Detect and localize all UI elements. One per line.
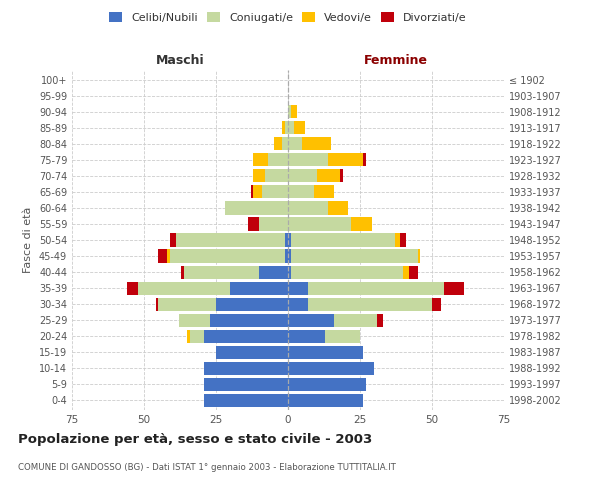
Bar: [285, 234, 288, 246]
Bar: [325, 330, 360, 343]
Bar: [251, 186, 253, 198]
Bar: [285, 250, 288, 262]
Bar: [334, 314, 377, 327]
Bar: [170, 234, 176, 246]
Bar: [253, 153, 268, 166]
Text: Popolazione per età, sesso e stato civile - 2003: Popolazione per età, sesso e stato civil…: [18, 432, 372, 446]
Bar: [288, 362, 374, 375]
Bar: [210, 314, 288, 327]
Bar: [363, 153, 366, 166]
Bar: [308, 282, 443, 294]
Bar: [127, 282, 138, 294]
Bar: [224, 202, 288, 214]
Bar: [443, 282, 464, 294]
Bar: [288, 153, 328, 166]
Bar: [288, 394, 363, 407]
Legend: Celibi/Nubili, Coniugati/e, Vedovi/e, Divorziati/e: Celibi/Nubili, Coniugati/e, Vedovi/e, Di…: [105, 8, 471, 28]
Text: COMUNE DI GANDOSSO (BG) - Dati ISTAT 1° gennaio 2003 - Elaborazione TUTTITALIA.I: COMUNE DI GANDOSSO (BG) - Dati ISTAT 1° …: [18, 462, 396, 471]
Bar: [308, 298, 432, 310]
Bar: [205, 362, 288, 375]
Bar: [288, 314, 334, 327]
Text: Maschi: Maschi: [155, 54, 205, 67]
Bar: [314, 186, 334, 198]
Bar: [291, 105, 296, 118]
Bar: [205, 394, 288, 407]
Bar: [184, 266, 259, 278]
Bar: [395, 234, 400, 246]
Bar: [155, 298, 158, 310]
Bar: [409, 266, 418, 278]
Bar: [288, 346, 363, 359]
Bar: [288, 186, 314, 198]
Bar: [377, 314, 383, 327]
Bar: [265, 170, 288, 182]
Bar: [288, 250, 291, 262]
Bar: [400, 234, 406, 246]
Bar: [190, 330, 205, 343]
Bar: [262, 186, 288, 198]
Bar: [158, 298, 216, 310]
Bar: [187, 330, 190, 343]
Bar: [288, 105, 291, 118]
Bar: [167, 250, 170, 262]
Bar: [253, 170, 265, 182]
Bar: [230, 282, 288, 294]
Bar: [205, 330, 288, 343]
Bar: [291, 250, 418, 262]
Bar: [181, 266, 184, 278]
Bar: [282, 121, 285, 134]
Bar: [302, 137, 331, 150]
Bar: [288, 298, 308, 310]
Bar: [288, 234, 291, 246]
Bar: [328, 202, 349, 214]
Bar: [317, 170, 340, 182]
Bar: [418, 250, 421, 262]
Bar: [291, 266, 403, 278]
Bar: [432, 298, 440, 310]
Bar: [216, 346, 288, 359]
Bar: [352, 218, 371, 230]
Bar: [288, 202, 328, 214]
Bar: [288, 266, 291, 278]
Bar: [340, 170, 343, 182]
Bar: [248, 218, 259, 230]
Bar: [291, 234, 395, 246]
Bar: [176, 234, 285, 246]
Bar: [158, 250, 167, 262]
Text: Femmine: Femmine: [364, 54, 428, 67]
Bar: [294, 121, 305, 134]
Bar: [285, 121, 288, 134]
Bar: [138, 282, 230, 294]
Bar: [268, 153, 288, 166]
Bar: [205, 378, 288, 391]
Bar: [259, 266, 288, 278]
Bar: [259, 218, 288, 230]
Bar: [403, 266, 409, 278]
Bar: [328, 153, 363, 166]
Bar: [170, 250, 285, 262]
Bar: [288, 378, 366, 391]
Bar: [274, 137, 282, 150]
Y-axis label: Fasce di età: Fasce di età: [23, 207, 33, 273]
Bar: [288, 170, 317, 182]
Bar: [288, 330, 325, 343]
Bar: [179, 314, 210, 327]
Bar: [288, 218, 352, 230]
Bar: [288, 137, 302, 150]
Bar: [253, 186, 262, 198]
Bar: [216, 298, 288, 310]
Bar: [288, 282, 308, 294]
Bar: [288, 121, 294, 134]
Bar: [282, 137, 288, 150]
